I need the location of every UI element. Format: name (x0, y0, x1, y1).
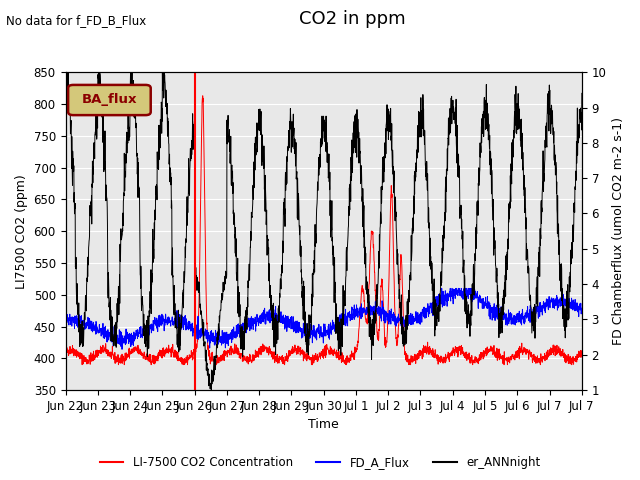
FancyBboxPatch shape (68, 85, 151, 115)
Legend: LI-7500 CO2 Concentration, FD_A_Flux, er_ANNnight: LI-7500 CO2 Concentration, FD_A_Flux, er… (95, 452, 545, 474)
X-axis label: Time: Time (308, 419, 339, 432)
Y-axis label: LI7500 CO2 (ppm): LI7500 CO2 (ppm) (15, 174, 28, 288)
Y-axis label: FD Chamberflux (umol CO2 m-2 s-1): FD Chamberflux (umol CO2 m-2 s-1) (612, 117, 625, 345)
Text: CO2 in ppm: CO2 in ppm (299, 10, 405, 28)
Text: BA_flux: BA_flux (82, 93, 137, 107)
Text: No data for f_FD_B_Flux: No data for f_FD_B_Flux (6, 14, 147, 27)
